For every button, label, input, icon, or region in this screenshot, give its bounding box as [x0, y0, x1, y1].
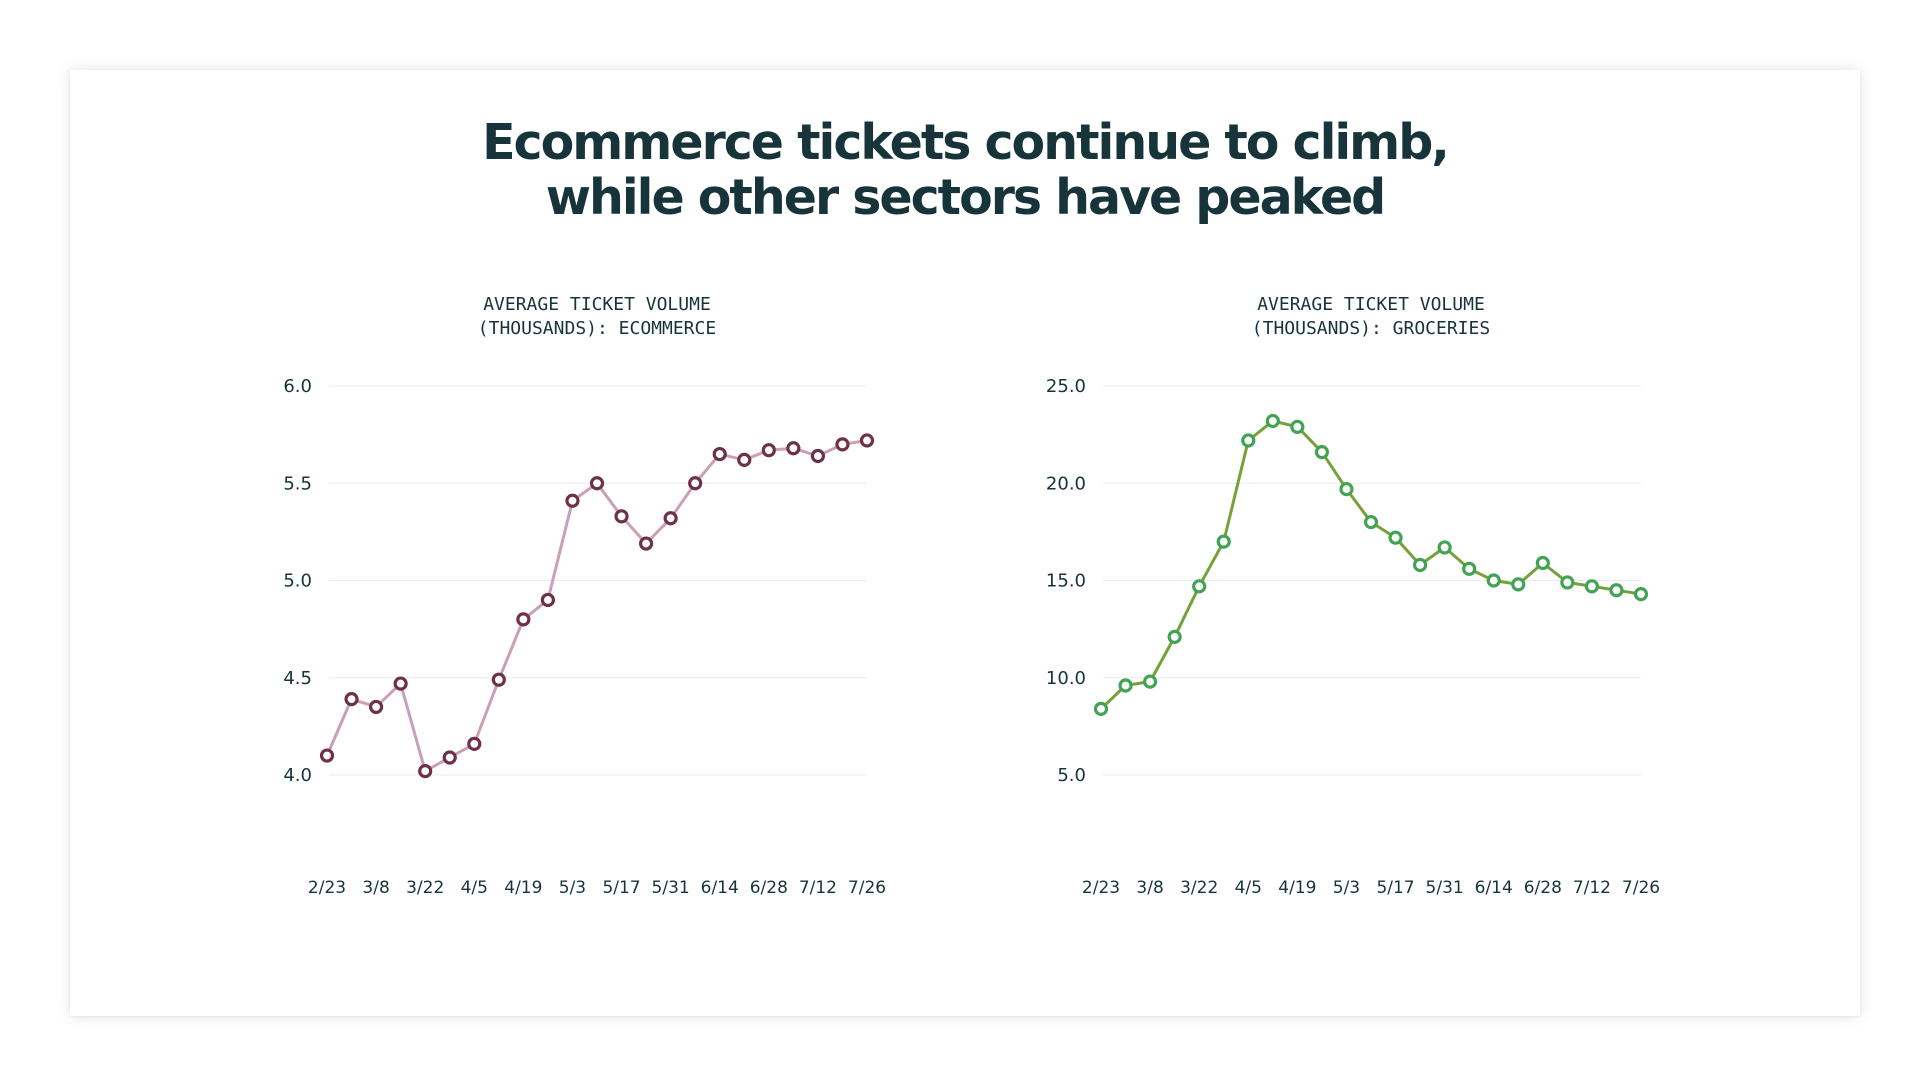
data-point	[1486, 573, 1501, 588]
data-point	[761, 443, 776, 458]
data-point	[1388, 530, 1403, 545]
data-point	[1584, 579, 1600, 594]
y-tick-label: 5.0	[1057, 765, 1086, 786]
data-point	[1511, 577, 1526, 592]
data-point	[1142, 674, 1158, 689]
series-points	[1093, 413, 1649, 716]
data-point	[1437, 540, 1452, 555]
data-point	[516, 612, 531, 627]
data-point	[368, 699, 384, 715]
chart-title-line-2: (THOUSANDS): GROCERIES	[1252, 318, 1490, 339]
x-tick-label: 4/5	[1235, 878, 1262, 898]
series-line	[1099, 419, 1643, 711]
data-point	[663, 511, 678, 526]
y-axis: 4.0 4.5 5.0 5.5 6.0	[283, 376, 312, 786]
x-tick-label: 6/14	[1475, 878, 1513, 898]
data-point	[418, 764, 433, 779]
data-point	[1609, 583, 1624, 598]
data-point	[1633, 587, 1649, 602]
data-point	[859, 433, 875, 448]
x-tick-label: 2/23	[308, 878, 346, 898]
x-tick-label: 7/26	[1622, 878, 1660, 898]
data-point	[1560, 575, 1575, 590]
data-point	[1192, 579, 1207, 594]
x-tick-label: 3/22	[1180, 878, 1218, 898]
data-point	[1363, 515, 1379, 530]
data-point	[1339, 481, 1354, 497]
data-point	[1412, 557, 1428, 573]
x-tick-label: 7/12	[799, 878, 837, 898]
data-point	[1216, 534, 1231, 549]
x-tick-label: 3/8	[362, 878, 389, 898]
x-tick-label: 7/26	[848, 878, 886, 898]
data-point	[1265, 413, 1280, 429]
x-tick-label: 3/22	[406, 878, 444, 898]
x-tick-label: 5/31	[1426, 878, 1464, 898]
x-tick-label: 6/28	[1524, 878, 1562, 898]
series-line-path	[1099, 419, 1643, 711]
y-tick-label: 5.5	[283, 473, 312, 494]
y-tick-label: 6.0	[283, 376, 312, 397]
y-tick-label: 15.0	[1046, 571, 1086, 592]
x-tick-label: 5/3	[1333, 878, 1360, 898]
x-tick-label: 6/14	[701, 878, 739, 898]
x-tick-label: 5/31	[652, 878, 690, 898]
page-title-line-1: Ecommerce tickets continue to climb,	[482, 114, 1450, 171]
x-tick-label: 6/28	[750, 878, 788, 898]
data-point	[1241, 433, 1256, 448]
y-tick-label: 4.0	[283, 765, 312, 786]
x-axis: 2/23 3/8 3/22 4/5 4/19 5/3 5/17 5/31 6/14 6/28 7/1…	[1082, 878, 1660, 898]
data-point	[712, 446, 727, 462]
data-point	[1167, 629, 1182, 645]
y-tick-label: 10.0	[1046, 668, 1086, 689]
y-tick-label: 25.0	[1046, 376, 1086, 397]
ecommerce-chart: AVERAGE TICKET VOLUME (THOUSANDS): ECOMM…	[283, 294, 886, 898]
data-point	[1462, 561, 1477, 576]
x-tick-label: 3/8	[1136, 878, 1163, 898]
x-tick-label: 7/12	[1573, 878, 1611, 898]
x-tick-label: 2/23	[1082, 878, 1120, 898]
page-title: Ecommerce tickets continue to climb, whi…	[70, 115, 1860, 225]
data-point	[614, 509, 629, 524]
chart-title-line-2: (THOUSANDS): ECOMMERCE	[478, 318, 716, 339]
y-tick-label: 5.0	[283, 571, 312, 592]
data-point	[1093, 701, 1109, 716]
data-point	[737, 452, 752, 468]
gridlines	[1103, 385, 1641, 776]
data-point	[467, 736, 482, 751]
y-tick-label: 4.5	[283, 668, 312, 689]
chart-title-line-1: AVERAGE TICKET VOLUME	[1257, 294, 1485, 315]
groceries-chart: AVERAGE TICKET VOLUME (THOUSANDS): GROCE…	[1046, 294, 1660, 898]
x-tick-label: 4/19	[1278, 878, 1316, 898]
x-axis: 2/23 3/8 3/22 4/5 4/19 5/3 5/17 5/31 6/14 6/28 7/1…	[308, 878, 886, 898]
data-point	[393, 676, 408, 691]
x-tick-label: 5/17	[1376, 878, 1414, 898]
data-point	[638, 536, 654, 551]
y-axis: 5.0 10.0 15.0 20.0 25.0	[1046, 376, 1086, 786]
series-points	[319, 433, 875, 779]
chart-title-line-1: AVERAGE TICKET VOLUME	[483, 294, 711, 315]
data-point	[589, 476, 605, 491]
y-tick-label: 20.0	[1046, 473, 1086, 494]
chart-card: Ecommerce tickets continue to climb, whi…	[70, 70, 1860, 1016]
data-point	[1118, 678, 1133, 693]
page-title-line-2: while other sectors have peaked	[545, 169, 1387, 226]
data-point	[835, 437, 850, 452]
data-point	[442, 750, 457, 765]
data-point	[319, 748, 335, 763]
data-point	[565, 493, 580, 508]
data-point	[540, 592, 556, 608]
data-point	[344, 692, 359, 707]
data-point	[1535, 555, 1550, 571]
data-point	[1314, 445, 1330, 460]
x-tick-label: 5/3	[559, 878, 586, 898]
data-point	[810, 448, 826, 464]
data-point	[1290, 419, 1305, 434]
data-point	[786, 441, 801, 456]
data-point	[491, 672, 506, 687]
x-tick-label: 4/19	[504, 878, 542, 898]
x-tick-label: 4/5	[461, 878, 488, 898]
data-point	[688, 476, 703, 491]
x-tick-label: 5/17	[602, 878, 640, 898]
